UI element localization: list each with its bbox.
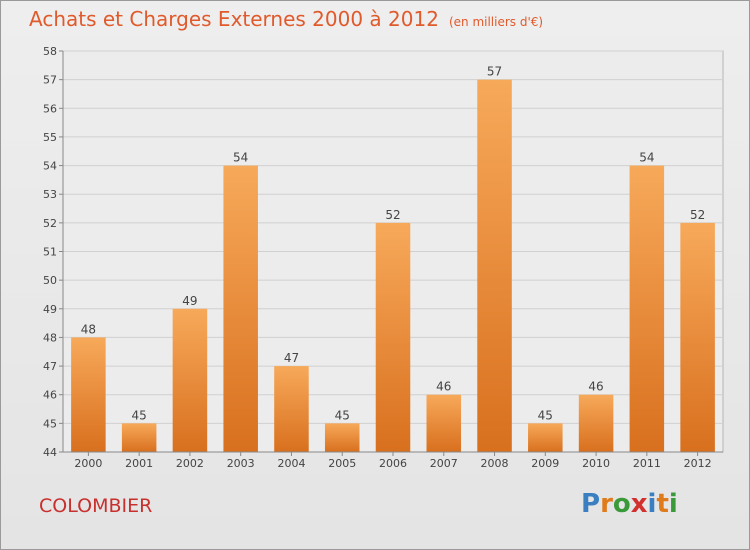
logo-letter: i: [668, 489, 678, 519]
bar: [324, 423, 360, 452]
x-tick-label: 2005: [328, 457, 356, 470]
logo-letter: x: [630, 489, 648, 519]
bar: [477, 79, 512, 453]
logo-letter: o: [612, 489, 631, 519]
x-tick-label: 2003: [227, 457, 255, 470]
bar: [528, 423, 563, 452]
data-label: 54: [233, 151, 248, 165]
x-tick-label: 2012: [684, 457, 712, 470]
x-tick-label: 2009: [531, 457, 559, 470]
data-label: 52: [690, 208, 705, 222]
logo-letter: t: [656, 489, 669, 519]
x-tick-label: 2010: [582, 457, 610, 470]
y-tick-label: 46: [43, 389, 57, 402]
x-tick-label: 2007: [430, 457, 458, 470]
bar: [274, 366, 309, 452]
y-tick-label: 57: [43, 74, 57, 87]
data-label: 46: [588, 380, 603, 394]
bars: 48 45 49 54 47 45 52 46 57 45 46 54 52: [71, 65, 715, 453]
x-tick-label: 2006: [379, 457, 407, 470]
data-label: 45: [335, 408, 350, 422]
y-tick-label: 47: [43, 360, 57, 373]
data-label: 52: [385, 208, 400, 222]
data-label: 48: [81, 322, 96, 336]
x-tick-label: 2001: [125, 457, 153, 470]
y-tick-label: 45: [43, 417, 57, 430]
y-tick-label: 51: [43, 246, 57, 259]
x-tick-label: 2002: [176, 457, 204, 470]
bar: [375, 222, 411, 452]
bar: [578, 394, 614, 452]
bar: [172, 308, 208, 452]
y-tick-label: 58: [43, 45, 57, 58]
y-tick-label: 53: [43, 188, 57, 201]
y-axis: 44 45 46 47 48 49 50 51 52 53 54 55 56 57 58: [43, 45, 64, 459]
x-tick-label: 2004: [277, 457, 305, 470]
y-tick-label: 44: [43, 446, 57, 459]
y-tick-label: 52: [43, 217, 57, 230]
chart-unit-note: (en milliers d'€): [448, 15, 544, 29]
logo-letter: P: [581, 489, 601, 519]
x-tick-label: 2008: [481, 457, 509, 470]
y-tick-label: 55: [43, 131, 57, 144]
y-tick-label: 49: [43, 303, 57, 316]
logo-letter: r: [600, 489, 613, 519]
bar: [121, 423, 157, 452]
data-label: 54: [639, 151, 654, 165]
chart-title: Achats et Charges Externes 2000 à 2012: [29, 7, 439, 31]
bar: [71, 337, 106, 452]
x-tick-label: 2011: [633, 457, 661, 470]
data-label: 45: [538, 408, 553, 422]
y-tick-label: 54: [43, 160, 57, 173]
data-label: 47: [284, 351, 299, 365]
data-label: 46: [436, 380, 451, 394]
data-label: 45: [132, 408, 147, 422]
bar: [629, 165, 665, 453]
y-tick-label: 48: [43, 331, 57, 344]
data-label: 57: [487, 65, 502, 79]
bar: [426, 394, 462, 452]
logo-letter: i: [647, 489, 657, 519]
x-tick-label: 2000: [74, 457, 102, 470]
proxiti-logo: Proxiti: [581, 489, 678, 519]
bar: [680, 222, 715, 452]
y-tick-label: 56: [43, 102, 57, 115]
data-label: 49: [182, 294, 197, 308]
x-axis: 2000 2001 2002 2003 2004 2005 2006 2007 2008 2009…: [63, 451, 723, 470]
commune-name: COLOMBIER: [39, 495, 153, 517]
bar: [223, 165, 258, 453]
chart-title-block: Achats et Charges Externes 2000 à 2012 (e…: [29, 7, 543, 31]
y-tick-label: 50: [43, 274, 57, 287]
